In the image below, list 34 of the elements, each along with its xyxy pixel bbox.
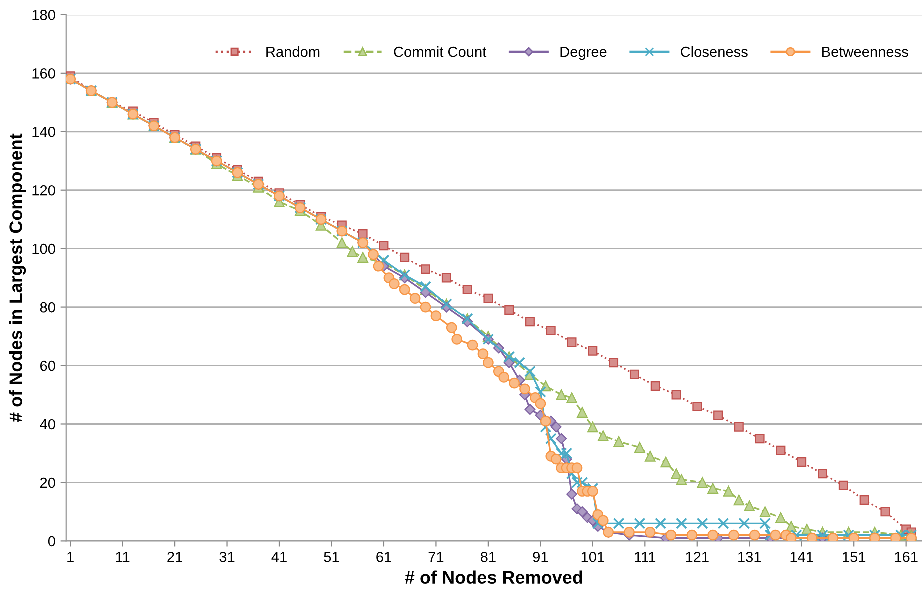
x-tick-label: 101 [582,552,604,562]
y-tick-label: 60 [40,360,56,372]
y-tick-label: 160 [32,68,56,79]
y-tick-label: 180 [32,10,56,20]
y-tick-label: 100 [32,244,56,254]
x-tick-label: 161 [895,552,918,562]
x-tick-label: 121 [686,552,709,562]
x-tick-label: 111 [635,552,656,562]
x-tick-label: 141 [790,552,814,562]
x-tick-label: 21 [168,552,182,562]
y-axis-title: # of Nodes in Largest Component [9,134,26,422]
x-tick-label: 81 [480,552,496,562]
x-tick-label: 41 [272,552,287,562]
legend-label: Random [266,46,320,58]
x-tick-label: 1 [68,552,74,562]
x-tick-label: 51 [324,552,340,562]
legend-label: Degree [560,47,607,60]
y-tick-label: 120 [32,185,56,196]
y-tick-label: 0 [48,536,56,547]
y-tick-label: 40 [40,419,56,430]
legend-label: Closeness [681,46,748,58]
x-tick-label: 91 [533,552,548,562]
y-tick-label: 140 [32,126,56,138]
legend-label: Betweenness [822,47,908,58]
x-tick-label: 151 [843,552,866,562]
x-tick-label: 131 [738,552,762,562]
x-axis-title: # of Nodes Removed [405,570,582,584]
x-tick-label: 61 [376,552,392,562]
y-tick-label: 80 [40,302,56,313]
legend-label: Commit Count [394,46,487,58]
y-tick-label: 20 [40,478,56,488]
x-tick-label: 11 [116,552,130,562]
x-tick-label: 31 [220,552,235,562]
x-tick-label: 71 [428,552,444,562]
